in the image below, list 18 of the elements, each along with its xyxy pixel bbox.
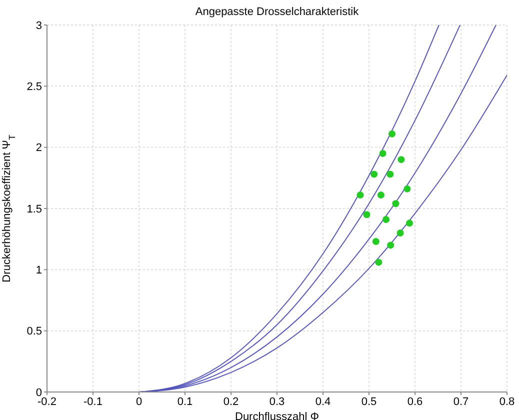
x-tick-label: -0.1	[84, 396, 102, 408]
y-tick-label: 2.5	[26, 81, 42, 94]
x-axis-title: Durchflusszahl Φ	[235, 411, 320, 420]
y-tick-label: 2	[36, 142, 42, 154]
x-tick-label: 0	[136, 396, 142, 408]
x-tick-label: 0.7	[453, 396, 469, 408]
y-tick-label: 1	[36, 264, 42, 277]
x-tick-label: 0.4	[315, 396, 331, 408]
x-tick-label: 0.2	[223, 396, 239, 408]
x-tick-label: 0.8	[499, 396, 515, 408]
x-tick-label: 0.6	[407, 396, 423, 408]
x-tick-label: 0.3	[269, 396, 285, 408]
chart-title: Angepasste Drosselcharakteristik	[194, 6, 360, 18]
y-tick-label: 1.5	[26, 203, 42, 216]
y-tick-label: 3	[36, 20, 42, 32]
x-tick-label: 0.5	[361, 396, 377, 408]
x-tick-label: 0.1	[177, 396, 193, 408]
y-tick-label: 0.5	[26, 326, 42, 338]
